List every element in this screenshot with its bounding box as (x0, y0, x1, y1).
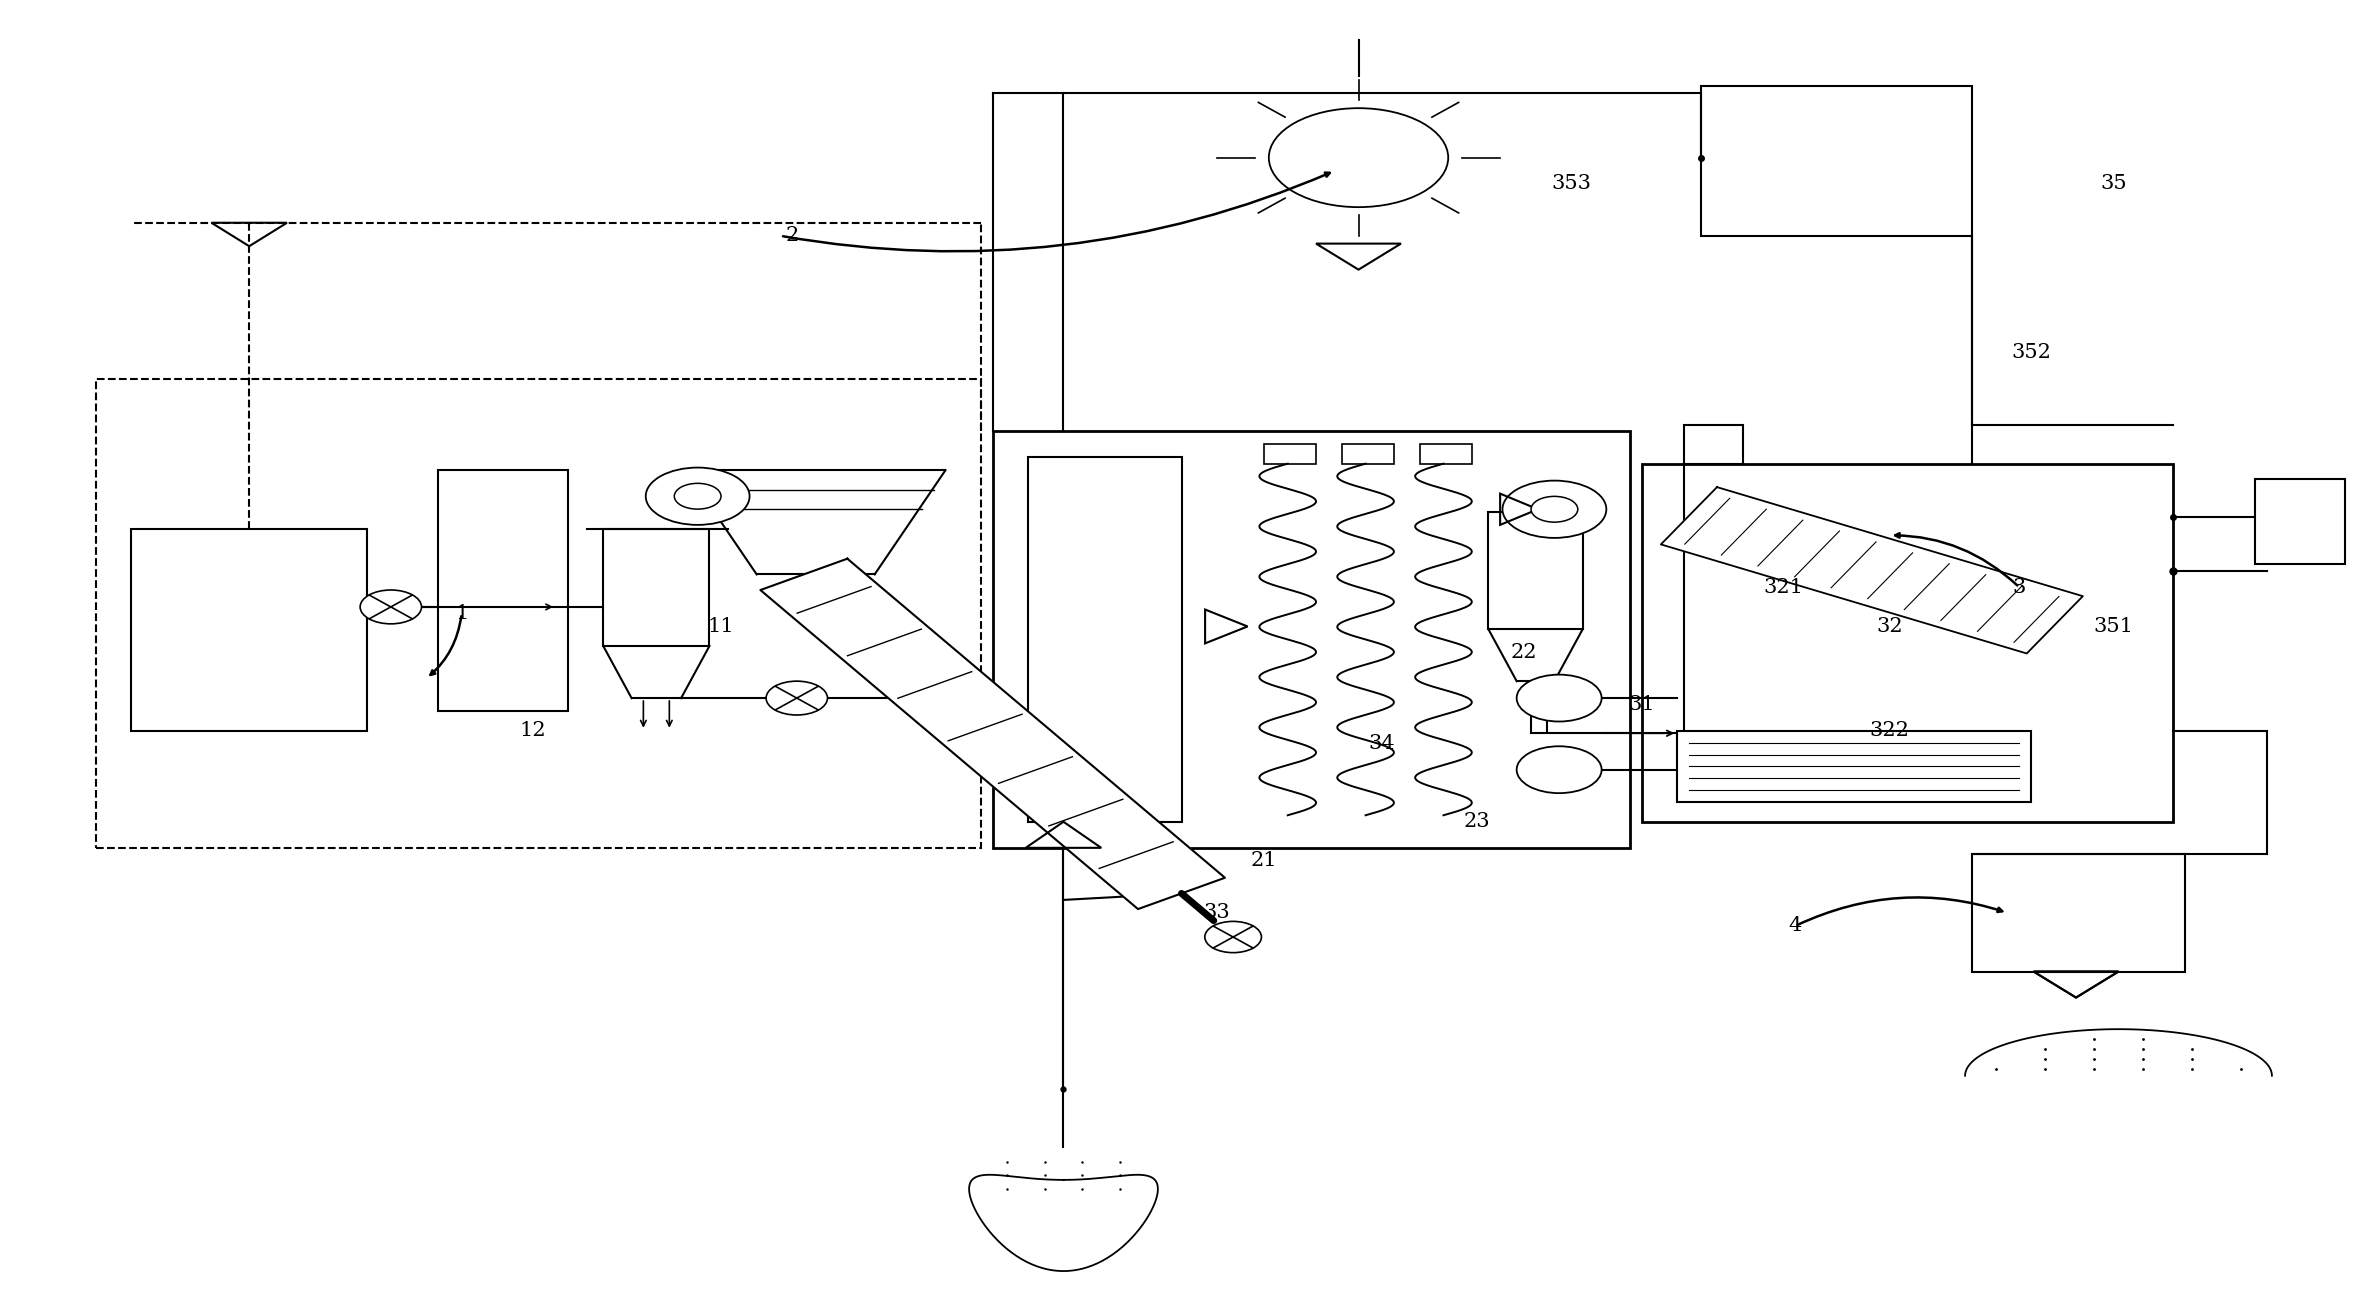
Bar (1642, 463, 2174, 822)
Bar (1678, 731, 2032, 803)
Bar (603, 529, 709, 646)
Text: 2: 2 (785, 226, 799, 245)
Text: 321: 321 (1763, 578, 1803, 596)
Text: 4: 4 (1789, 916, 1801, 936)
Circle shape (1531, 496, 1578, 522)
Bar (132, 529, 366, 731)
Circle shape (1517, 675, 1602, 722)
Text: 12: 12 (520, 722, 546, 740)
Circle shape (1205, 921, 1262, 953)
Circle shape (645, 467, 749, 525)
Text: 352: 352 (2011, 343, 2051, 363)
Text: 322: 322 (1869, 722, 1909, 740)
Bar (1342, 444, 1394, 463)
Text: 351: 351 (2094, 617, 2134, 636)
Text: 35: 35 (2101, 174, 2127, 193)
Bar (1685, 424, 1744, 463)
Circle shape (359, 590, 421, 624)
Circle shape (1503, 480, 1607, 538)
Text: 21: 21 (1250, 851, 1278, 870)
Text: 34: 34 (1368, 735, 1397, 753)
Polygon shape (1661, 487, 2082, 654)
Text: 22: 22 (1510, 643, 1536, 662)
Bar (1028, 457, 1182, 822)
Text: 3: 3 (2013, 578, 2025, 596)
Bar (992, 431, 1630, 848)
Circle shape (1517, 746, 1602, 793)
Text: 32: 32 (1876, 617, 1902, 636)
Bar (97, 378, 981, 848)
Polygon shape (969, 1174, 1158, 1271)
Bar (2254, 479, 2344, 564)
Circle shape (673, 483, 721, 509)
Text: 353: 353 (1550, 174, 1590, 193)
Bar (1264, 444, 1316, 463)
Bar (437, 470, 567, 711)
Bar (1420, 444, 1472, 463)
Text: 11: 11 (709, 617, 735, 636)
Polygon shape (761, 559, 1224, 910)
Text: 33: 33 (1203, 903, 1231, 923)
Circle shape (1269, 108, 1449, 207)
Text: 1: 1 (456, 604, 468, 622)
Polygon shape (1966, 1030, 2271, 1075)
Bar (1489, 512, 1583, 629)
Circle shape (766, 681, 827, 715)
Bar (1701, 86, 1973, 236)
Text: 23: 23 (1463, 812, 1489, 831)
Text: 31: 31 (1628, 696, 1654, 714)
Bar (1973, 855, 2186, 971)
